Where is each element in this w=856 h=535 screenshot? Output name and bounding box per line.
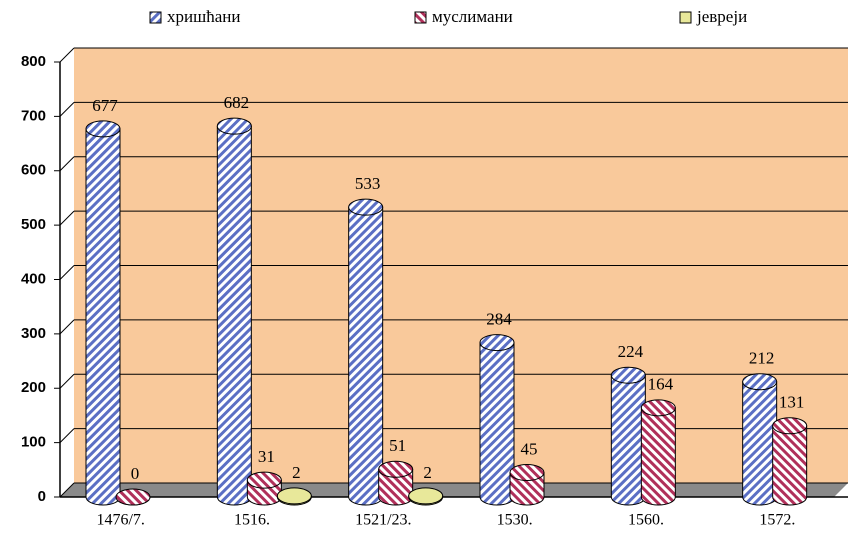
x-tick-label: 1476/7. <box>96 512 144 529</box>
bar <box>610 366 646 506</box>
y-tick-label: 0 <box>38 488 46 505</box>
data-label: 45 <box>521 439 538 458</box>
y-tick-label: 100 <box>21 434 46 451</box>
grid-line <box>59 210 75 226</box>
data-label: 31 <box>258 447 275 466</box>
y-tick-label: 200 <box>21 379 46 396</box>
data-label: 2 <box>292 463 301 482</box>
bar <box>115 488 151 506</box>
bar <box>509 464 545 506</box>
bar <box>276 487 312 506</box>
legend-label: муслимани <box>432 7 513 26</box>
data-label: 212 <box>749 349 775 368</box>
bar <box>742 373 778 506</box>
grid-line <box>59 102 75 117</box>
y-tick-label: 600 <box>21 162 46 179</box>
data-label: 284 <box>486 309 512 328</box>
grid-line <box>59 265 75 280</box>
legend-label: јевреји <box>696 7 747 26</box>
y-tick-label: 300 <box>21 325 46 342</box>
data-label: 2 <box>423 463 432 482</box>
grid-line <box>59 319 75 335</box>
bar <box>378 460 414 506</box>
x-tick-label: 1521/23. <box>355 512 411 529</box>
legend-label: хришћани <box>167 7 240 26</box>
x-tick-label: 1516. <box>234 512 270 529</box>
bar <box>85 120 121 506</box>
bar <box>640 399 676 506</box>
y-tick-label: 700 <box>21 107 46 124</box>
data-label: 677 <box>92 96 118 115</box>
y-tick-label: 500 <box>21 216 46 233</box>
legend-swatch <box>414 11 427 24</box>
grid-line <box>59 156 75 172</box>
y-tick-label: 400 <box>21 270 46 287</box>
data-label: 51 <box>389 436 406 455</box>
grid-line <box>59 373 75 389</box>
x-tick-label: 1530. <box>497 512 533 529</box>
data-label: 131 <box>779 393 805 412</box>
x-tick-label: 1560. <box>628 512 664 529</box>
bar <box>216 117 252 506</box>
legend-swatch <box>149 11 162 24</box>
floor <box>60 483 848 497</box>
data-label: 682 <box>224 93 250 112</box>
y-tick-label: 800 <box>21 53 46 70</box>
grid-line <box>59 47 75 63</box>
data-label: 224 <box>618 342 644 361</box>
data-label: 164 <box>648 375 674 394</box>
legend-swatch <box>679 11 692 24</box>
bar <box>246 471 282 506</box>
grid-line <box>59 428 75 443</box>
x-tick-label: 1572. <box>759 512 795 529</box>
data-label: 533 <box>355 174 381 193</box>
bar <box>348 198 384 506</box>
bar <box>408 487 444 506</box>
data-label: 0 <box>131 464 140 483</box>
grid-line <box>59 482 75 498</box>
bar <box>772 417 808 506</box>
bar <box>479 334 515 506</box>
